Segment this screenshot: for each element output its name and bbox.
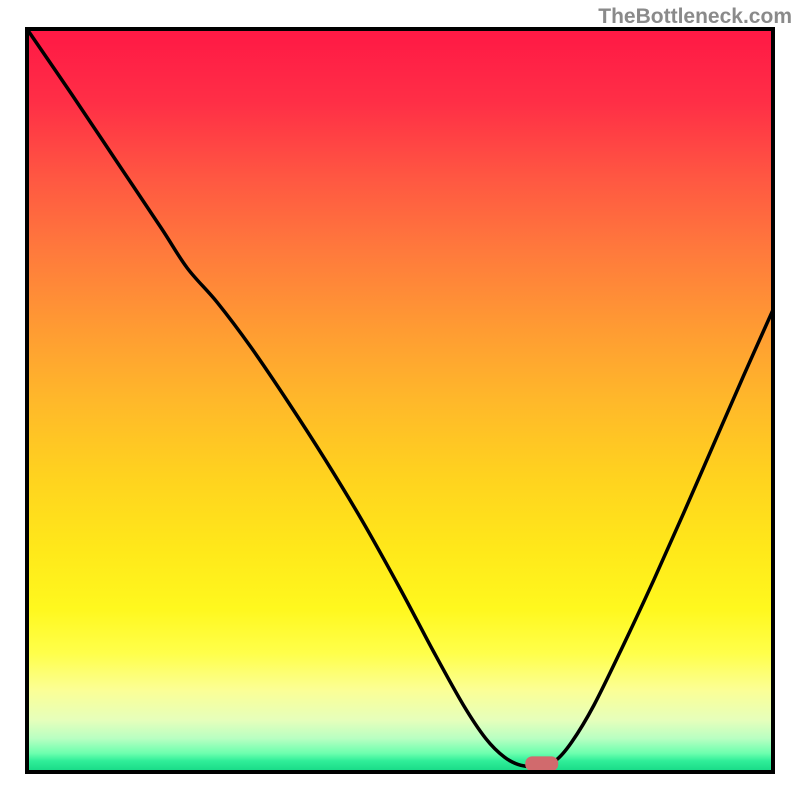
watermark-text: TheBottleneck.com	[598, 5, 792, 28]
optimal-marker	[525, 756, 558, 771]
bottleneck-chart: TheBottleneck.com	[0, 0, 800, 800]
gradient-background	[27, 29, 773, 772]
